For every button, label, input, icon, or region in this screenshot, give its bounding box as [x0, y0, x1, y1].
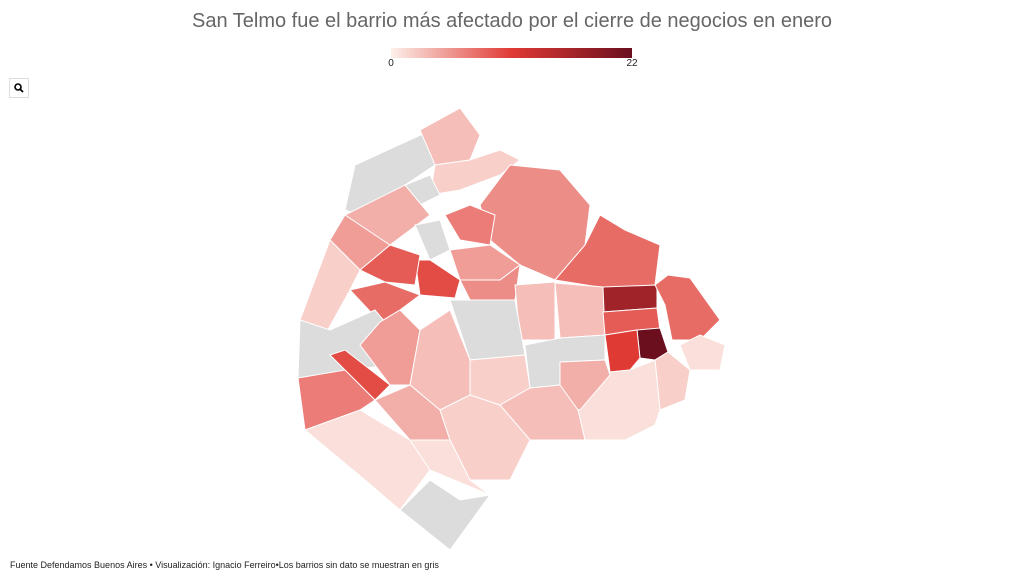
barrio — [409, 439, 491, 496]
barrio — [399, 479, 492, 551]
barrio — [414, 219, 451, 261]
barrio — [469, 354, 531, 406]
barrio — [554, 214, 661, 289]
barrio — [459, 263, 521, 301]
chart-title: San Telmo fue el barrio más afectado por… — [191, 10, 832, 32]
barrio — [359, 309, 421, 386]
barrio — [419, 107, 481, 166]
barrio — [304, 409, 431, 511]
barrio — [444, 204, 496, 246]
barrio — [679, 334, 726, 371]
barrio — [329, 214, 391, 271]
barrio — [404, 174, 441, 206]
barrio — [297, 309, 401, 379]
barrio — [577, 359, 661, 441]
barrio — [374, 384, 451, 441]
legend-max: 22 — [626, 58, 638, 69]
barrio — [349, 281, 422, 323]
barrio — [439, 394, 531, 481]
barrio — [344, 184, 431, 246]
search-button[interactable] — [9, 78, 29, 98]
barrio — [344, 132, 436, 216]
barrio — [499, 384, 586, 441]
barrio — [429, 149, 521, 196]
barrio — [449, 244, 521, 281]
barrio — [524, 334, 606, 389]
barrio — [636, 327, 669, 361]
barrio — [602, 284, 658, 313]
barrio — [602, 307, 661, 336]
barrio — [359, 244, 421, 286]
legend-min: 0 — [388, 58, 394, 69]
barrio — [554, 282, 606, 339]
barrio — [654, 274, 721, 341]
barrio — [449, 299, 526, 361]
footer: Fuente Defendamos Buenos Aires • Visuali… — [10, 560, 439, 570]
barrio — [559, 359, 611, 411]
barrio — [514, 281, 556, 341]
barrio — [299, 239, 361, 336]
search-icon — [14, 83, 24, 93]
barrio — [654, 351, 691, 411]
barrio — [414, 259, 461, 299]
barrio — [297, 369, 376, 431]
barrio — [479, 164, 591, 281]
barrio — [604, 329, 641, 373]
legend-bar — [391, 48, 632, 58]
barrio — [329, 349, 391, 401]
barrio — [409, 309, 471, 411]
